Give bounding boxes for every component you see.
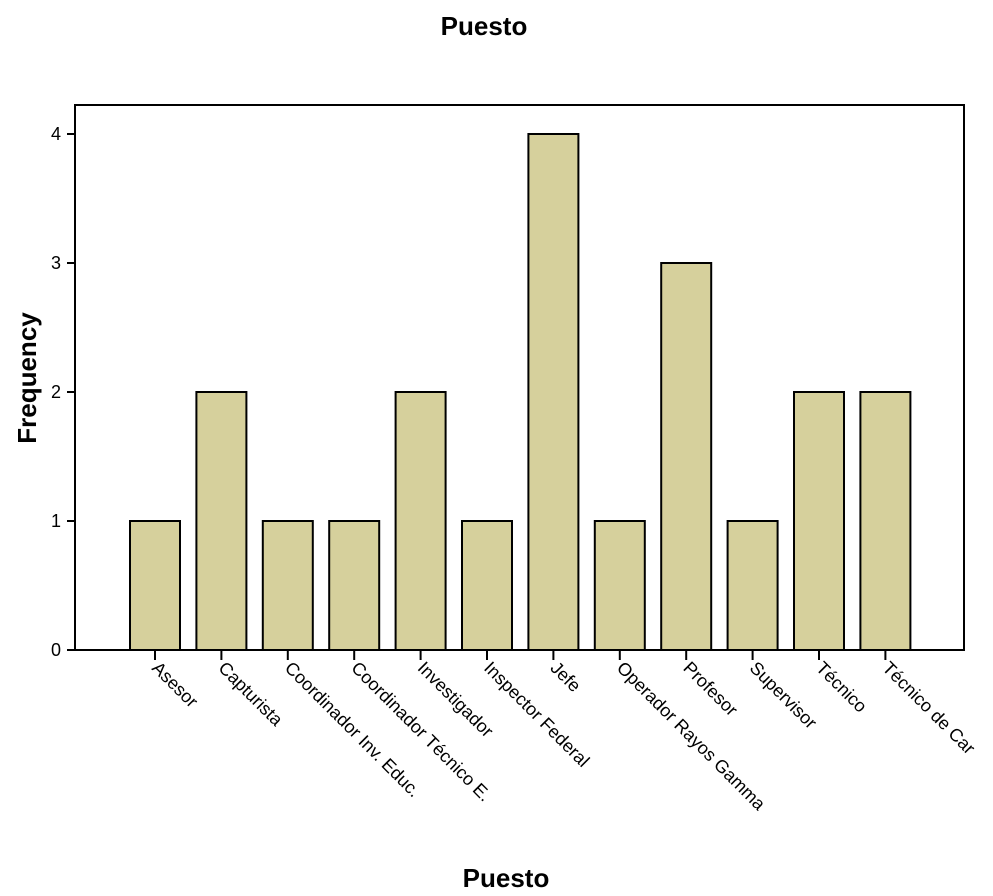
x-tick-label-1: Capturista [215,658,288,731]
y-tick-label-2: 2 [51,382,61,402]
bar-0 [129,520,181,651]
bar-1 [195,391,248,651]
y-axis-label: Frequency [12,312,42,444]
plot-area [74,104,965,651]
x-tick-label-0: Asesor [148,658,202,712]
y-tick-label-3: 3 [51,253,61,273]
bar-9 [726,520,779,651]
x-tick-label-11: Técnico de Car [879,658,979,758]
plot-border [74,104,965,651]
bar-6 [527,133,580,651]
bar-11 [859,391,912,651]
bar-7 [593,520,646,651]
x-axis-label: Puesto [463,863,550,893]
bar-3 [328,520,381,651]
x-tick-label-9: Supervisor [746,658,821,733]
bar-2 [261,520,314,651]
bars-group [129,133,912,651]
y-axis: 0 1 2 3 4 [51,124,75,660]
x-tick-label-6: Jefe [547,658,585,696]
x-tick-label-10: Técnico [812,658,871,717]
bar-10 [793,391,845,651]
y-tick-label-1: 1 [51,511,61,531]
x-tick-label-8: Profesor [679,658,741,720]
bar-5 [461,520,513,651]
bar-8 [660,262,713,651]
bar-4 [394,391,447,651]
y-tick-label-0: 0 [51,640,61,660]
y-tick-label-4: 4 [51,124,61,144]
x-tick-label-2: Coordinador Inv. Educ. [281,658,424,801]
chart-title: Puesto [441,11,528,41]
